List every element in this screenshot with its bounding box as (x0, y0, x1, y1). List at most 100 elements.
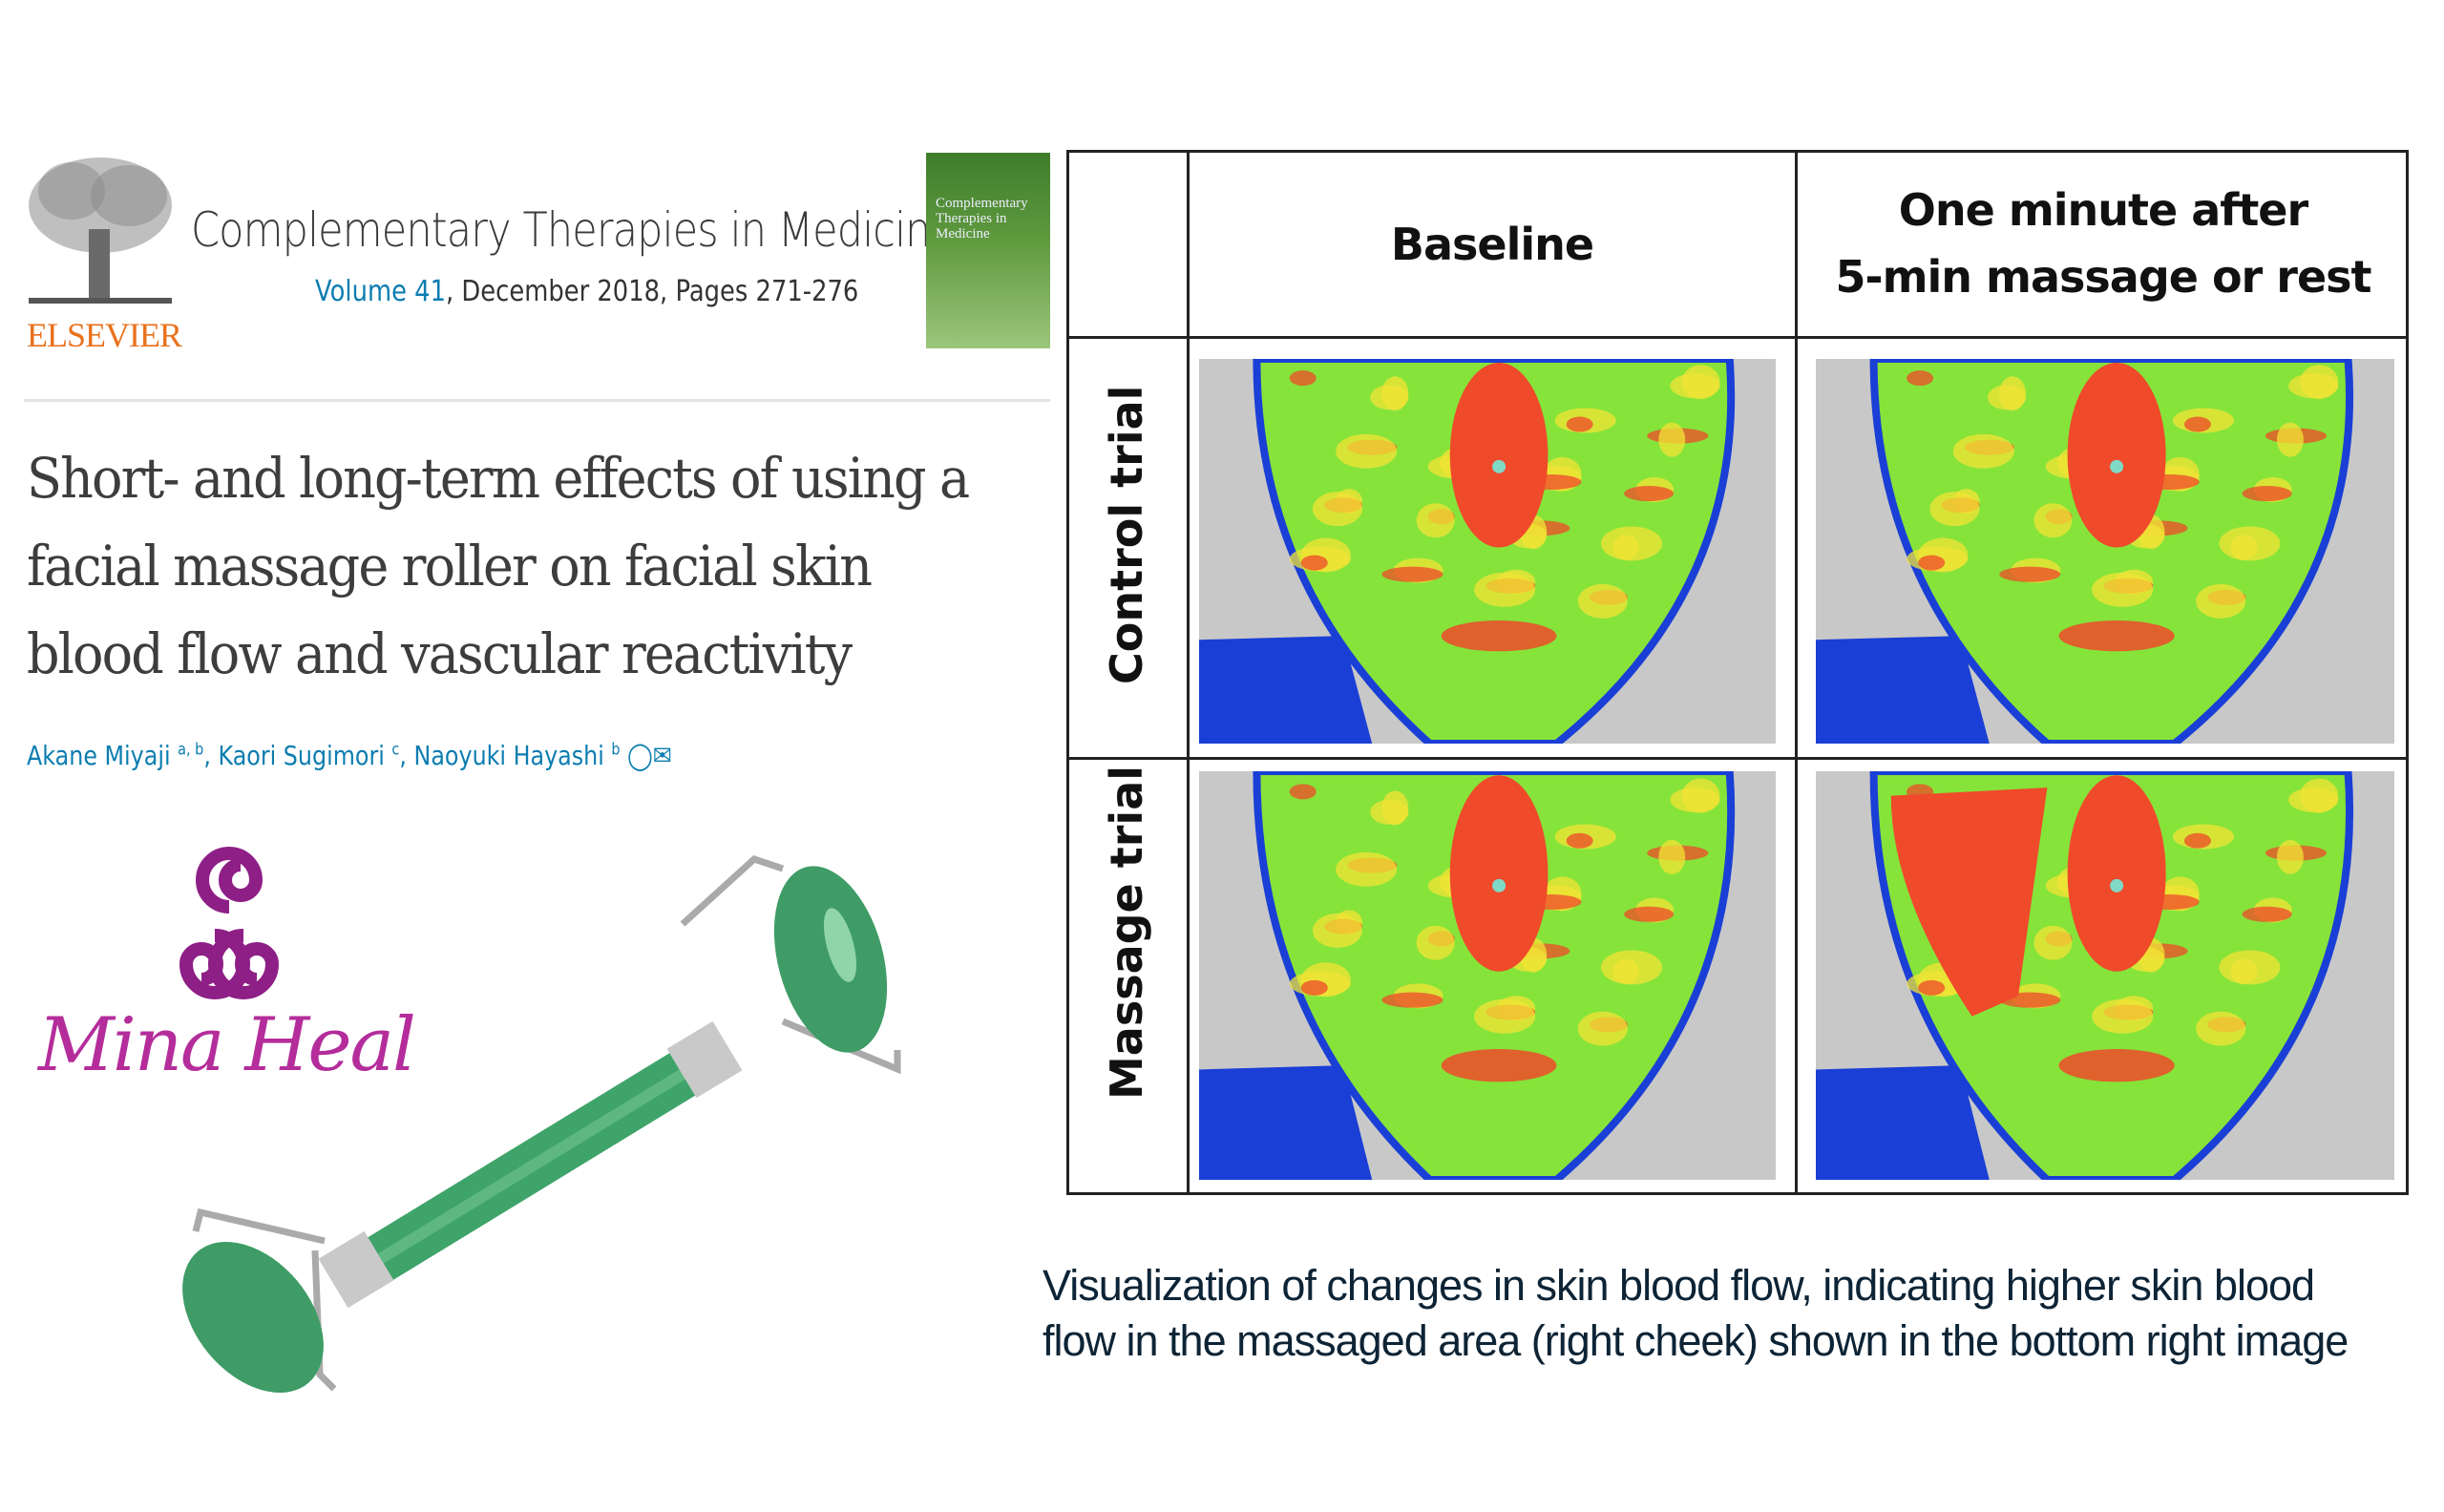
nose-tip (2110, 459, 2124, 473)
massaged-cheek (1890, 788, 2048, 1017)
blood-flow-patch (1577, 583, 1628, 619)
author-affiliation[interactable]: a, b (178, 740, 204, 760)
blood-flow-patch (2092, 998, 2154, 1034)
blood-flow-patch (2183, 416, 2211, 432)
publisher-wordmark: ELSEVIER (27, 316, 182, 354)
cover-title: Complementary Therapies in Medicine (936, 196, 1028, 242)
blood-flow-patch (1289, 370, 1317, 387)
blood-flow-patch (1312, 913, 1362, 948)
blood-flow-patch (1566, 416, 1593, 432)
blood-flow-patch (2276, 839, 2304, 874)
blood-flow-patch (1952, 433, 2014, 469)
person-icon[interactable]: ◯ (627, 740, 653, 771)
blood-flow-patch (2033, 503, 2073, 538)
nose-tip (1492, 459, 1506, 473)
shoulder (1199, 636, 1373, 744)
lips (2058, 1049, 2175, 1082)
figure-caption: Visualization of changes in skin blood f… (1043, 1258, 2349, 1369)
thermal-face-massage-after (1816, 771, 2394, 1180)
blood-flow-patch (1300, 555, 1328, 571)
blood-flow-patch (1612, 958, 1639, 984)
thermal-face-control-after (1816, 359, 2394, 744)
author-link[interactable]: Kaori Sugimori (218, 740, 385, 771)
blood-flow-patch (1474, 572, 1536, 607)
blood-flow-patch (1312, 492, 1362, 527)
blood-flow-patch (2196, 583, 2246, 619)
thermal-face-control-baseline (1199, 359, 1776, 744)
blood-flow-patch (1289, 784, 1317, 800)
nose (1449, 775, 1549, 972)
brand-name: Mina Heal (38, 1002, 416, 1088)
blood-flow-patch (2230, 958, 2258, 984)
caption-line: flow in the massaged area (right cheek) … (1043, 1316, 2349, 1365)
author-link[interactable]: Akane Miyaji (27, 740, 171, 771)
blood-flow-patch (1612, 535, 1639, 560)
blood-flow-patch (1566, 832, 1593, 849)
article-title: Short- and long-term effects of using a … (27, 446, 970, 686)
blood-flow-patch (1918, 979, 1946, 996)
blood-flow-patch (1300, 979, 1328, 996)
lips (1441, 1049, 1557, 1082)
shoulder (1816, 1065, 1990, 1180)
blood-flow-patch (2242, 486, 2292, 502)
blood-flow-patch (1929, 492, 1980, 527)
issue-details: , December 2018, Pages 271-276 (445, 275, 859, 308)
shoulder (1816, 636, 1990, 744)
author-link[interactable]: Naoyuki Hayashi (413, 740, 604, 771)
blood-flow-patch (2092, 572, 2154, 607)
volume-line: Volume 41, December 2018, Pages 271-276 (315, 275, 858, 308)
blood-flow-patch (1624, 906, 1675, 922)
blood-flow-patch (1370, 799, 1409, 825)
journal-cover[interactable]: Complementary Therapies in Medicine (926, 153, 1050, 348)
email-icon[interactable]: ✉ (652, 740, 672, 771)
shoulder (1199, 1065, 1373, 1180)
blood-flow-patch (2242, 906, 2292, 922)
blood-flow-patch (1416, 503, 1455, 538)
blood-flow-patch (1999, 566, 2061, 582)
blood-flow-patch (2288, 787, 2339, 812)
blood-flow-patch (1336, 851, 1398, 887)
author-affiliation[interactable]: b (611, 740, 621, 760)
blood-flow-patch (1670, 787, 1720, 812)
blood-flow-patch (2196, 1011, 2246, 1046)
figure-table: Baseline One minute after 5-min massage … (1066, 150, 2409, 1195)
blood-flow-patch (2230, 535, 2258, 560)
nose (2067, 775, 2166, 972)
blood-flow-patch (1381, 992, 1443, 1008)
divider (24, 399, 1050, 402)
caption-line: Visualization of changes in skin blood f… (1043, 1261, 2315, 1310)
blood-flow-patch (1987, 385, 2026, 410)
blood-flow-patch (1918, 555, 1946, 571)
nose (1449, 363, 1549, 548)
column-header-baseline: Baseline (1390, 219, 1594, 270)
blood-flow-patch (1336, 433, 1398, 469)
nose (2067, 363, 2166, 548)
blood-flow-patch (1624, 486, 1675, 502)
lips (1441, 620, 1557, 652)
row-label-massage: Massage trial (1101, 765, 1152, 1100)
blood-flow-patch (1658, 422, 1686, 457)
volume-link[interactable]: Volume 41 (315, 275, 446, 308)
blood-flow-patch (1381, 566, 1443, 582)
blood-flow-patch (2183, 832, 2211, 849)
thermal-face-massage-baseline (1199, 771, 1776, 1180)
blood-flow-patch (1670, 373, 1720, 399)
blood-flow-patch (1370, 385, 1409, 410)
blood-flow-patch (1577, 1011, 1628, 1046)
jade-roller-image (182, 855, 901, 1393)
blood-flow-patch (1416, 925, 1455, 960)
row-label-control: Control trial (1101, 385, 1152, 684)
journal-title[interactable]: Complementary Therapies in Medicine (191, 202, 956, 258)
elsevier-tree-logo (29, 158, 172, 304)
blood-flow-patch (2276, 422, 2304, 457)
author-affiliation[interactable]: c (391, 740, 400, 760)
blood-flow-patch (1474, 998, 1536, 1034)
lips (2058, 620, 2175, 652)
author-list: Akane Miyaji a, b, Kaori Sugimori c, Nao… (27, 740, 672, 771)
blood-flow-patch (2033, 925, 2073, 960)
blood-flow-patch (2288, 373, 2339, 399)
nose-tip (1492, 878, 1506, 892)
triskelion-logo-icon (179, 847, 280, 999)
nose-tip (2110, 878, 2124, 892)
blood-flow-patch (1907, 370, 1934, 387)
